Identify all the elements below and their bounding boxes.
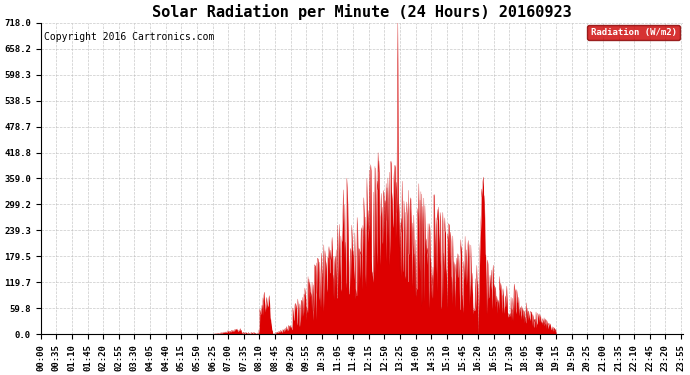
Title: Solar Radiation per Minute (24 Hours) 20160923: Solar Radiation per Minute (24 Hours) 20… [152,4,572,20]
Text: Copyright 2016 Cartronics.com: Copyright 2016 Cartronics.com [44,32,215,42]
Legend: Radiation (W/m2): Radiation (W/m2) [587,26,680,40]
